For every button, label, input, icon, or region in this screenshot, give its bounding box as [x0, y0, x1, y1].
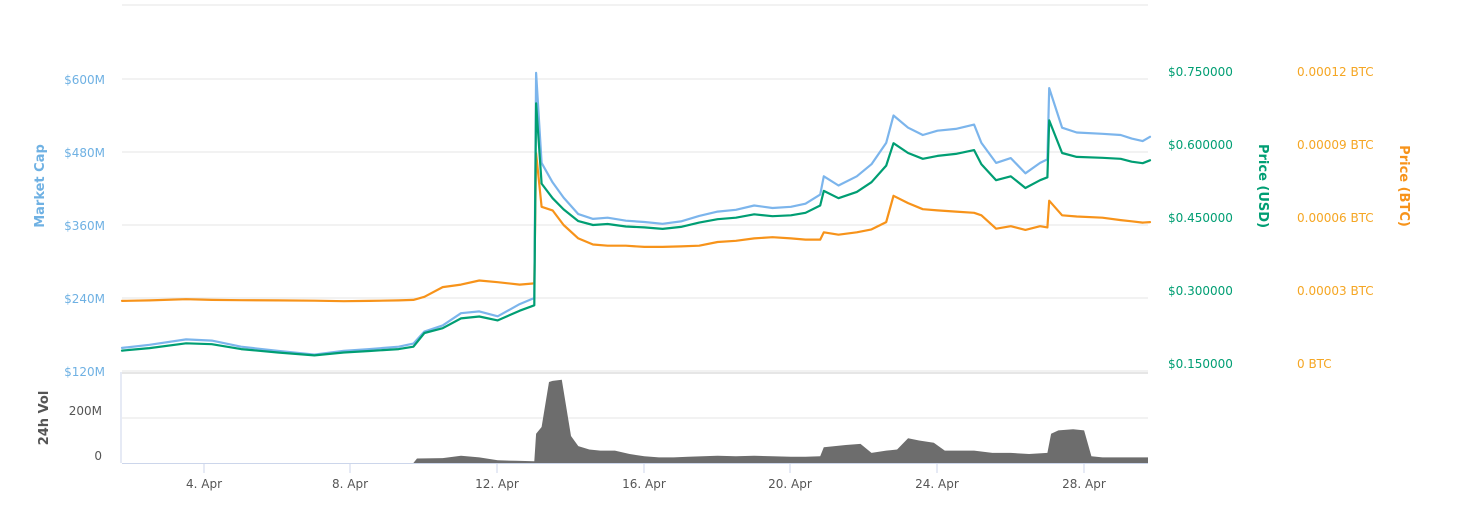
price-usd-line — [120, 102, 1152, 357]
x-tick-28-apr: 28. Apr — [1062, 477, 1106, 491]
market-cap-line — [120, 71, 1152, 356]
price-btc-tick-00003: 0.00003 BTC — [1297, 284, 1374, 298]
price-usd-tick-0600: $0.600000 — [1168, 138, 1233, 152]
market-cap-tick-360: $360M — [64, 219, 105, 233]
price-btc-tick-00006: 0.00006 BTC — [1297, 211, 1374, 225]
market-cap-tick-240: $240M — [64, 292, 105, 306]
price-btc-tick-00009: 0.00009 BTC — [1297, 138, 1374, 152]
market-cap-tick-120: $120M — [64, 365, 105, 379]
x-tick-16-apr: 16. Apr — [622, 477, 666, 491]
price-usd-tick-0300: $0.300000 — [1168, 284, 1233, 298]
x-tick-4-apr: 4. Apr — [186, 477, 222, 491]
price-usd-tick-0150: $0.150000 — [1168, 357, 1233, 371]
price-usd-axis-title: Price (USD) — [1255, 144, 1270, 228]
x-tick-24-apr: 24. Apr — [915, 477, 959, 491]
x-axis: 4. Apr 8. Apr 12. Apr 16. Apr 20. Apr 24… — [186, 477, 1106, 491]
volume-tick-0: 0 — [94, 449, 102, 463]
price-usd-tick-0450: $0.450000 — [1168, 211, 1233, 225]
market-cap-tick-600: $600M — [64, 73, 105, 87]
volume-area — [122, 379, 1150, 463]
market-cap-tick-480: $480M — [64, 146, 105, 160]
volume-axis-title: 24h Vol — [37, 391, 52, 446]
grid-lines — [120, 4, 1148, 473]
x-tick-12-apr: 12. Apr — [475, 477, 519, 491]
x-tick-8-apr: 8. Apr — [332, 477, 368, 491]
volume-tick-200m: 200M — [69, 404, 102, 418]
market-cap-axis-title: Market Cap — [33, 144, 48, 228]
x-tick-20-apr: 20. Apr — [768, 477, 812, 491]
series-lines — [120, 71, 1152, 357]
price-btc-line — [120, 152, 1152, 303]
axes: Market Cap $600M $480M $360M $240M $120M… — [33, 65, 1411, 491]
price-usd-tick-0750: $0.750000 — [1168, 65, 1233, 79]
price-btc-tick-00012: 0.00012 BTC — [1297, 65, 1374, 79]
price-btc-axis-title: Price (BTC) — [1396, 145, 1411, 227]
price-btc-tick-0: 0 BTC — [1297, 357, 1332, 371]
